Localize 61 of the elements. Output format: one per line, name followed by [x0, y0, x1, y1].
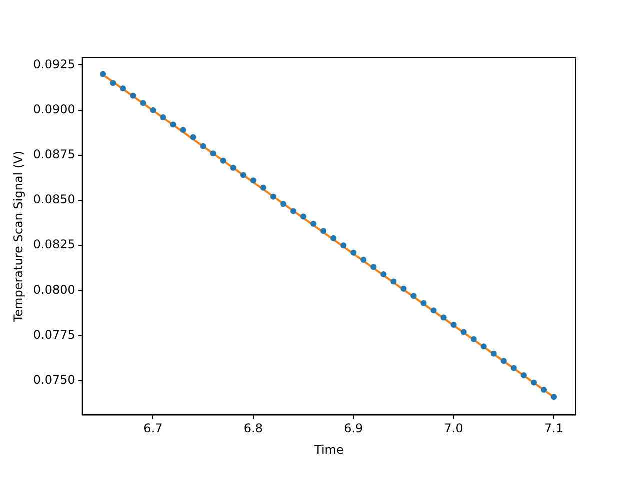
point	[120, 86, 126, 92]
point	[390, 278, 397, 285]
point	[260, 184, 266, 191]
point	[370, 264, 377, 270]
point	[240, 172, 246, 178]
point	[340, 242, 347, 249]
point	[290, 208, 297, 214]
x-tick-label: 7.1	[544, 422, 564, 436]
y-axis-title: Temperature Scan Signal (V)	[11, 151, 26, 324]
point	[270, 194, 276, 200]
point	[300, 214, 307, 220]
point	[210, 150, 216, 157]
point	[450, 322, 457, 328]
point	[460, 329, 467, 336]
point	[170, 122, 176, 128]
point	[180, 127, 186, 134]
point	[100, 71, 106, 78]
x-tick-label: 6.9	[344, 422, 364, 436]
point	[410, 293, 417, 300]
point	[130, 92, 136, 99]
x-tick-label: 6.8	[244, 422, 263, 436]
point	[490, 350, 497, 357]
point	[470, 336, 477, 342]
y-tick-label: 0.0775	[33, 328, 76, 342]
point	[510, 365, 517, 372]
point	[280, 201, 286, 208]
point	[520, 372, 527, 379]
point	[330, 235, 337, 242]
y-tick-label: 0.0750	[33, 373, 76, 388]
point	[420, 300, 427, 306]
point	[551, 394, 558, 400]
point	[150, 107, 156, 114]
point	[200, 143, 206, 150]
point	[140, 100, 146, 106]
point	[320, 228, 327, 234]
point	[230, 165, 236, 172]
point	[430, 308, 437, 314]
point	[250, 178, 256, 184]
y-tick-label: 0.0900	[33, 102, 76, 116]
point	[350, 250, 357, 256]
point	[380, 271, 387, 278]
point	[531, 380, 538, 386]
y-tick-label: 0.0925	[33, 57, 76, 72]
y-tick-label: 0.0850	[33, 192, 76, 207]
y-tick-label: 0.0800	[33, 282, 76, 297]
point	[500, 358, 507, 364]
point	[360, 257, 367, 264]
x-tick-label: 7.0	[444, 422, 464, 436]
x-axis-title: Time	[314, 442, 344, 457]
x-tick-label: 6.7	[144, 422, 163, 436]
point	[220, 158, 226, 164]
point	[440, 314, 447, 321]
point	[480, 344, 487, 350]
y-tick-label: 0.0875	[33, 148, 76, 162]
point	[541, 386, 548, 393]
point	[190, 134, 196, 140]
point	[110, 80, 116, 86]
point	[310, 220, 317, 227]
point	[400, 286, 407, 292]
y-tick-label: 0.0825	[33, 238, 76, 252]
point	[160, 114, 166, 121]
